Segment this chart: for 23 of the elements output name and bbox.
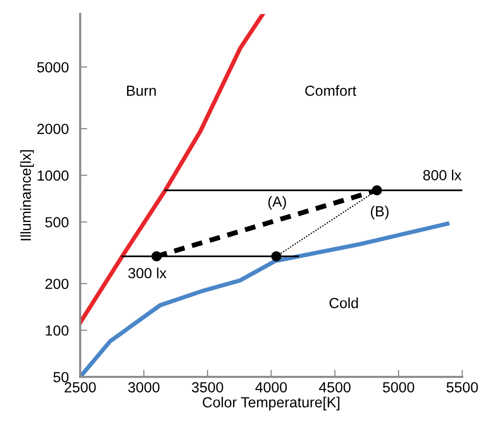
annotation: Comfort <box>305 85 356 96</box>
x-axis-title: Color Temperature[K] <box>202 396 340 410</box>
annotation: (A) <box>268 196 286 210</box>
y-tick-label: 100 <box>46 325 68 336</box>
y-tick-label: 1000 <box>38 170 68 181</box>
x-tick-label: 4500 <box>318 382 351 392</box>
annotation: 300 lx <box>128 268 166 278</box>
x-tick-label: 3000 <box>128 382 160 392</box>
y-tick-label: 500 <box>45 217 68 228</box>
y-axis-title: Illuminance[lx] <box>20 150 34 240</box>
annotation: Cold <box>330 298 358 308</box>
annotation: Burn <box>127 86 156 96</box>
y-tick-label: 50 <box>53 372 68 382</box>
annotation: 800 lx <box>423 170 462 180</box>
x-tick-label: 5000 <box>382 382 414 392</box>
y-tick-label: 5000 <box>37 62 68 72</box>
x-tick-label: 3500 <box>192 382 224 392</box>
y-tick-label: 2000 <box>37 124 68 134</box>
x-tick-label: 2500 <box>64 382 96 392</box>
y-tick-label: 200 <box>45 278 68 290</box>
annotation: (B) <box>370 206 388 220</box>
x-tick-label: 5500 <box>446 382 478 392</box>
x-tick-label: 4000 <box>255 382 287 392</box>
